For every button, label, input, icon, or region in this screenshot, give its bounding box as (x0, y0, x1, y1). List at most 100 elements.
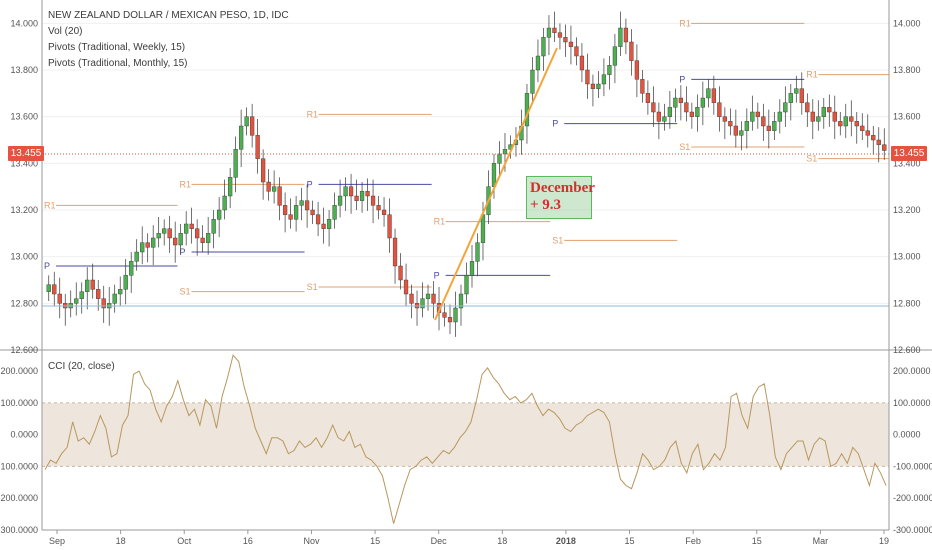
pivot-label: S1 (180, 287, 191, 297)
candle-body (805, 102, 810, 113)
candle-body (381, 209, 387, 215)
pivot-label: P (180, 247, 186, 257)
price-tick-right: 13.200 (893, 205, 921, 215)
candle-body (590, 83, 596, 89)
candle-body (392, 237, 398, 267)
cci-band-rect (42, 402, 889, 467)
price-tick-right: 12.600 (893, 345, 921, 355)
pivot-label: P (679, 74, 685, 84)
candle-body (112, 293, 117, 304)
candle-body (370, 195, 376, 206)
chart-title: NEW ZEALAND DOLLAR / MEXICAN PESO, 1D, I… (48, 10, 289, 21)
price-tick-left: 14.000 (10, 18, 38, 28)
candles (46, 11, 887, 337)
candle-body (162, 228, 167, 234)
price-grid (42, 22, 889, 351)
price-tick-left: 12.600 (10, 345, 38, 355)
candle-body (469, 261, 475, 276)
candle-body (645, 93, 651, 103)
candle-body (783, 102, 788, 113)
candle-body (211, 219, 216, 234)
candle-body (843, 116, 848, 127)
candle-body (315, 214, 321, 225)
candle-body (365, 191, 370, 197)
candle-body (777, 111, 782, 122)
cci-tick-left: -100.0000 (0, 461, 38, 471)
candle-body (260, 158, 266, 183)
cci-tick-right: -100.0000 (893, 461, 932, 471)
indicator-pivots-monthly[interactable]: Pivots (Traditional, Monthly, 15) (48, 58, 188, 69)
candle-body (195, 228, 200, 239)
candle-body (129, 261, 134, 276)
candle-body (662, 116, 667, 122)
candle-body (816, 116, 821, 122)
price-tick-right: 13.800 (893, 65, 921, 75)
candle-body (546, 27, 552, 38)
candle-body (217, 209, 222, 220)
cci-title[interactable]: CCI (20, close) (48, 361, 115, 372)
candle-body (206, 233, 211, 243)
pivot-label: R1 (679, 18, 691, 28)
pivot-label: P (552, 119, 558, 129)
candle-body (497, 153, 502, 164)
candle-body (244, 116, 249, 127)
december-annotation[interactable]: December + 9.3 (526, 176, 595, 219)
candle-body (601, 74, 607, 85)
candle-body (376, 205, 381, 211)
candle-body (579, 55, 585, 71)
candle-body (118, 289, 123, 295)
candle-body (574, 46, 579, 57)
pivot-label: P (307, 179, 313, 189)
cci-tick-right: 0.0000 (893, 430, 921, 440)
price-tick-left: 13.400 (10, 158, 38, 168)
candle-body (750, 111, 755, 122)
candle-body (629, 41, 634, 61)
candle-body (788, 93, 793, 103)
indicator-vol[interactable]: Vol (20) (48, 26, 83, 37)
trend-line (434, 47, 558, 321)
cci-tick-right: 100.0000 (893, 398, 931, 408)
price-tick-right: 13.000 (893, 252, 921, 262)
candle-body (409, 293, 414, 304)
price-tick-left: 12.800 (10, 298, 38, 308)
candle-body (255, 135, 260, 159)
candle-body (568, 41, 574, 47)
candle-body (651, 102, 656, 113)
candle-body (332, 205, 337, 220)
cci-tick-left: -200.0000 (0, 493, 38, 503)
candle-body (266, 181, 271, 192)
candle-body (282, 205, 288, 215)
pivot-label: P (434, 270, 440, 280)
cci-tick-left: -300.0000 (0, 525, 38, 535)
candle-body (882, 144, 887, 151)
candle-body (607, 65, 612, 75)
candle-body (74, 298, 79, 304)
candle-body (228, 177, 233, 197)
candle-body (871, 135, 876, 141)
candle-body (304, 200, 310, 211)
candle-body (794, 88, 799, 94)
candle-body (585, 69, 590, 85)
candle-body (634, 60, 640, 80)
candle-body (447, 317, 453, 323)
time-tick-label: Feb (685, 536, 701, 546)
candle-body (810, 111, 815, 122)
candle-body (502, 149, 508, 155)
candle-body (673, 97, 678, 108)
pivot-label: S1 (552, 235, 563, 245)
indicator-pivots-weekly[interactable]: Pivots (Traditional, Weekly, 15) (48, 42, 186, 53)
candle-body (337, 195, 343, 206)
candle-body (530, 69, 535, 94)
candle-body (233, 149, 238, 178)
candle-body (464, 275, 469, 295)
candle-body (865, 130, 870, 136)
price-tick-right: 12.800 (893, 298, 921, 308)
candle-body (343, 186, 348, 197)
annotation-line-2: + 9.3 (530, 197, 562, 213)
candle-body (678, 97, 683, 103)
candle-body (684, 102, 689, 113)
pivot-label: S1 (806, 154, 817, 164)
cci-tick-right: -200.0000 (893, 493, 932, 503)
candle-body (458, 293, 464, 309)
